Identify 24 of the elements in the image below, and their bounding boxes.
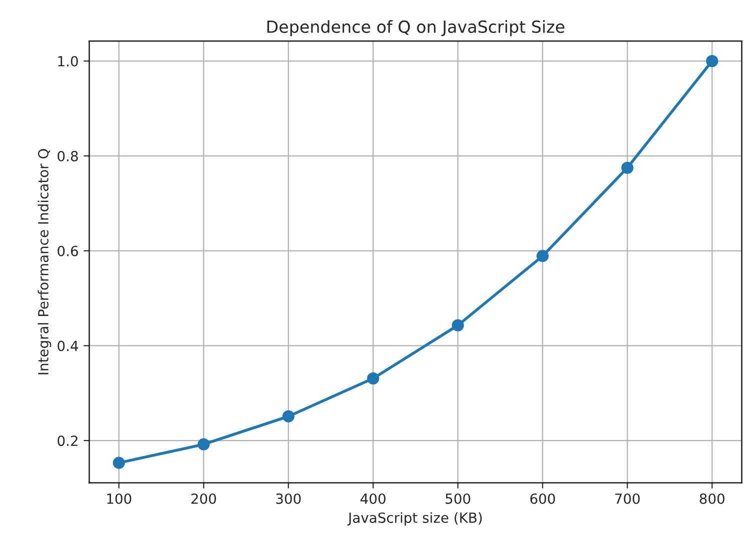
y-tick-label: 0.6 xyxy=(58,246,78,256)
x-tick-label: 700 xyxy=(615,493,640,504)
x-tick-label: 100 xyxy=(107,493,132,504)
point xyxy=(112,456,125,469)
y-tick-label: 0.2 xyxy=(58,436,78,446)
x-tick-label: 800 xyxy=(700,493,724,504)
point xyxy=(367,372,380,384)
point xyxy=(198,438,210,450)
point xyxy=(536,250,549,262)
chart-title: Dependence of Q on JavaScript Size xyxy=(267,20,564,36)
x-axis-title: JavaScript size (KB) xyxy=(347,512,482,526)
x-tick-label: 600 xyxy=(530,493,555,504)
x-tick-label: 400 xyxy=(360,493,386,504)
point xyxy=(706,54,718,68)
y-tick-label: 0.8 xyxy=(58,150,78,162)
point xyxy=(621,162,634,174)
x-tick-label: 200 xyxy=(191,493,216,504)
point xyxy=(452,319,464,332)
x-tick-label: 300 xyxy=(276,493,301,504)
y-tick-label: 1.0 xyxy=(58,56,78,66)
point xyxy=(282,410,294,422)
y-tick-label: 0.4 xyxy=(58,340,78,352)
y-axis-title: Integral Performance Indicator Q xyxy=(38,149,52,374)
x-tick-label: 500 xyxy=(446,493,470,504)
